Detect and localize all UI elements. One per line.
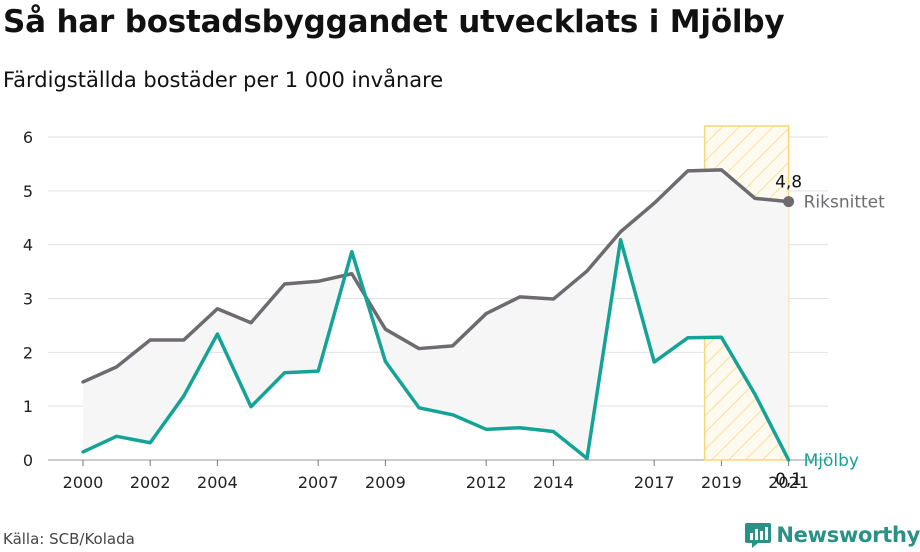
- x-tick-label: 2021: [768, 473, 809, 492]
- y-tick-label: 1: [23, 397, 33, 416]
- source-note: Källa: SCB/Kolada: [3, 530, 135, 548]
- series-label-riksnittet: Riksnittet: [804, 193, 886, 213]
- x-tick-label: 2004: [197, 473, 238, 492]
- x-tick-label: 2009: [365, 473, 406, 492]
- x-tick-label: 2014: [533, 473, 574, 492]
- band-area: [83, 169, 789, 461]
- series-lines: [81, 168, 795, 462]
- newsworthy-icon: [745, 523, 772, 548]
- difference-band: [83, 169, 789, 461]
- chart-labels: 0 1 2 3 4 5 6 2000 2002 2004 2007 2009 2012 2014 2017 2…: [23, 128, 885, 492]
- value-label-riksnittet: 4,8: [775, 173, 802, 193]
- x-tick-label: 2002: [130, 473, 171, 492]
- chart-subtitle: Färdigställda bostäder per 1 000 invånar…: [3, 68, 444, 92]
- series-line-mjolby: [81, 238, 791, 462]
- x-tick-label: 2007: [298, 473, 339, 492]
- y-tick-label: 5: [23, 182, 33, 201]
- y-tick-label: 4: [23, 236, 33, 255]
- series-line-riksnittet: [81, 168, 791, 384]
- y-tick-label: 0: [23, 451, 33, 470]
- brand-name: Newsworthy: [776, 523, 920, 547]
- y-tick-label: 2: [23, 343, 33, 362]
- x-tick-label: 2000: [63, 473, 104, 492]
- chart-title: Så har bostadsbyggandet utvecklats i Mjö…: [3, 4, 785, 40]
- value-label-mjolby: 0,1: [775, 470, 802, 490]
- y-tick-label: 3: [23, 290, 33, 309]
- series-label-mjolby: Mjölby: [804, 451, 859, 471]
- end-point-riksnittet: [783, 196, 795, 208]
- x-tick-label: 2012: [466, 473, 507, 492]
- y-tick-label: 6: [23, 128, 33, 147]
- brand-logo: Newsworthy: [744, 518, 920, 552]
- x-tick-label: 2019: [701, 473, 742, 492]
- x-tick-label: 2017: [634, 473, 675, 492]
